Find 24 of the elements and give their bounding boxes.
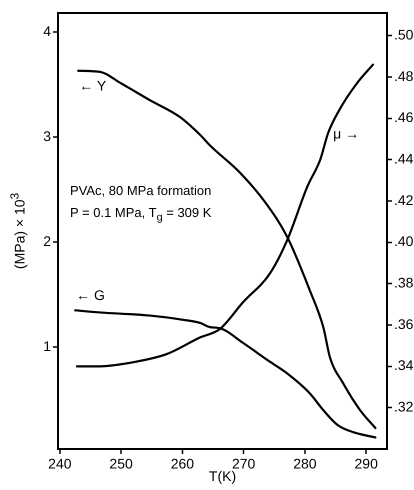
annotation: μ → [333, 126, 360, 142]
y-tick-label: 2 [43, 232, 52, 249]
y2-tick-label: .48 [394, 68, 414, 84]
x-tick-label: 240 [48, 455, 72, 472]
y-tick-label: 3 [43, 128, 52, 144]
y-tick-label: 4 [43, 22, 52, 39]
x-tick-label: 260 [170, 455, 194, 472]
annotation: ← G [76, 287, 105, 304]
y2-tick-label: .42 [394, 192, 414, 208]
y2-tick-label: .38 [394, 274, 414, 291]
x-tick-label: 290 [354, 455, 378, 472]
y2-tick-label: .44 [394, 150, 414, 167]
x-tick-label: 280 [293, 455, 317, 472]
annotation: ← Y [79, 78, 107, 94]
y2-tick-label: .32 [394, 398, 414, 415]
y2-tick-label: .36 [394, 316, 414, 332]
y2-tick-label: .40 [394, 233, 414, 250]
y-tick-label: 1 [43, 338, 52, 354]
y2-tick-label: .46 [394, 109, 414, 126]
x-tick-label: 250 [109, 455, 133, 472]
annotation: PVAc, 80 MPa formation [70, 182, 212, 200]
annotation: P = 0.1 MPa, T$_{g}$ = 309 K [70, 204, 212, 226]
y2-tick-label: .50 [394, 26, 414, 43]
y2-tick-label: .34 [394, 357, 414, 374]
